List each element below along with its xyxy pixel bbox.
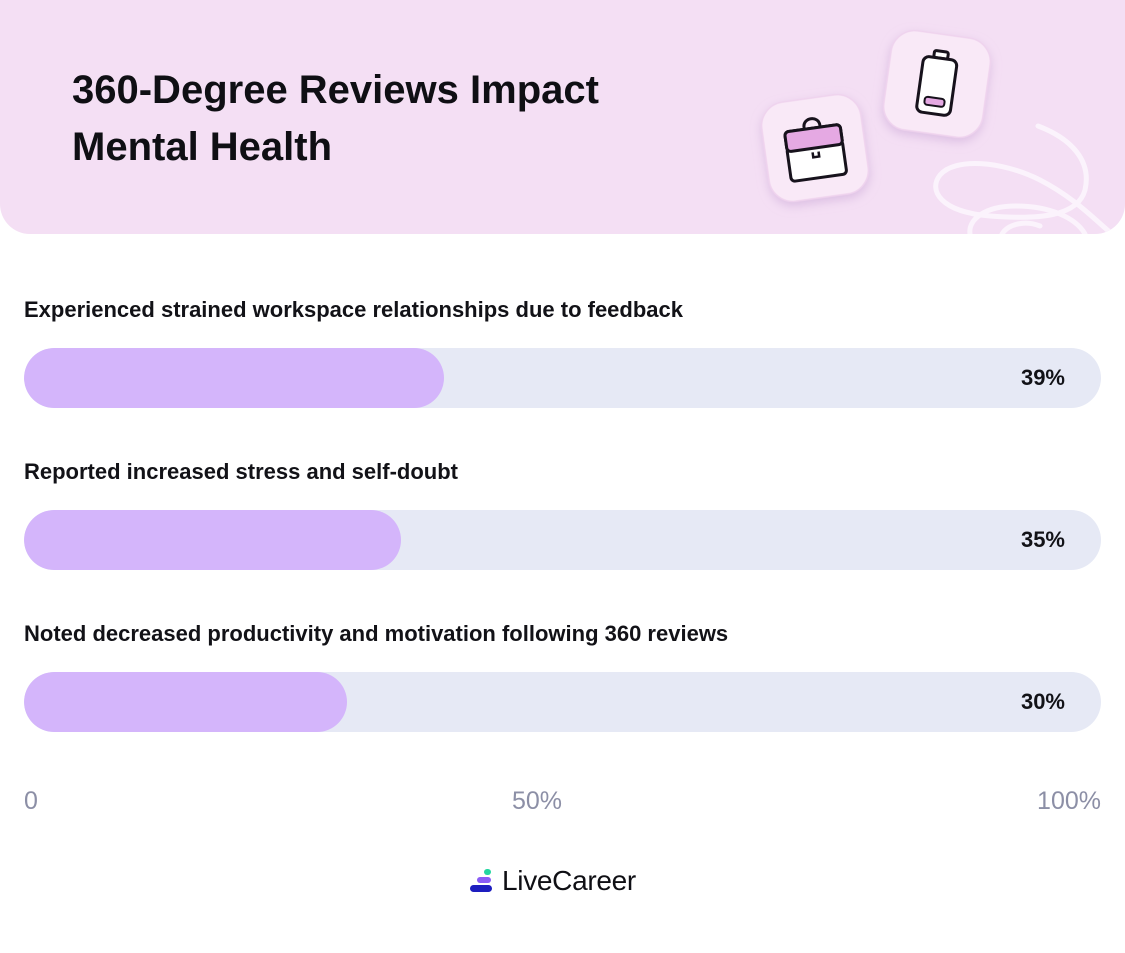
bar-value-label: 30% [1020, 689, 1065, 714]
title-line-1: 360-Degree Reviews Impact [72, 68, 599, 112]
bar [24, 348, 444, 408]
bar-value-label: 35% [1020, 527, 1065, 552]
bar-value-label: 39% [1020, 365, 1065, 390]
scribble-decoration [933, 123, 1115, 234]
bar-label: Reported increased stress and self-doubt [24, 459, 458, 484]
page-title: 360-Degree Reviews Impact Mental Health [72, 62, 672, 176]
bar-label: Experienced strained workspace relations… [24, 297, 684, 322]
title-line-2: Mental Health [72, 125, 333, 169]
bar-track: 39% [24, 348, 1101, 408]
battery-low-icon [882, 29, 992, 139]
header-decoration [760, 29, 1115, 234]
x-tick-0: 0 [24, 787, 38, 815]
bar-track: 35% [24, 510, 1101, 570]
brand-logo: LiveCareer [470, 864, 636, 898]
x-tick-50: 50% [512, 787, 563, 815]
bar [24, 672, 347, 732]
header-banner: 360-Degree Reviews Impact Mental Health [0, 0, 1125, 234]
bar-label: Noted decreased productivity and motivat… [24, 621, 729, 646]
bar-track: 30% [24, 672, 1101, 732]
bar [24, 510, 401, 570]
livecareer-logo-icon [470, 869, 492, 892]
x-tick-100: 100% [1037, 787, 1101, 815]
briefcase-icon [760, 93, 870, 203]
brand-name: LiveCareer [502, 865, 636, 896]
